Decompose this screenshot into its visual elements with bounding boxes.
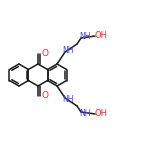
Text: O: O xyxy=(42,50,49,58)
Text: O: O xyxy=(42,92,49,100)
Text: NH: NH xyxy=(62,46,74,55)
Text: NH: NH xyxy=(79,109,90,118)
Text: OH: OH xyxy=(94,32,108,40)
Text: OH: OH xyxy=(94,110,108,118)
Text: NH: NH xyxy=(62,95,74,104)
Text: NH: NH xyxy=(79,32,90,41)
